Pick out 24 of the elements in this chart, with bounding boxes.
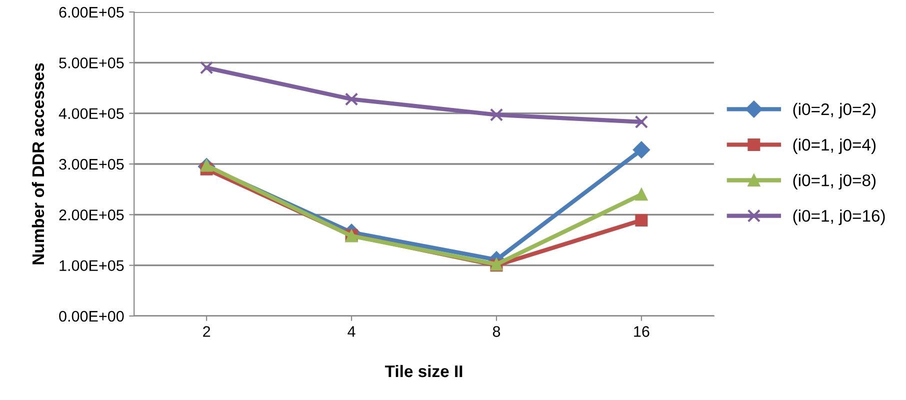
x-tick-label: 4: [348, 326, 356, 337]
point: [200, 61, 214, 74]
y-tick-label: 1.00E+05: [60, 260, 124, 272]
y-tick-label: 3.00E+05: [59, 158, 124, 170]
x-tick-label: 2: [203, 326, 210, 337]
y-tick-label: 2.00E+05: [59, 210, 124, 220]
y-tick-label: 5.00E+05: [59, 58, 124, 68]
x-axis-title: Tile size II: [384, 364, 462, 378]
legend-label: (i0=1, j0=8): [793, 174, 876, 190]
y-tick-label: 4.00E+05: [58, 108, 124, 120]
point: [634, 115, 648, 129]
y-axis-title: Number of DDR accesses: [32, 63, 44, 264]
legend-label: (i0=1, j0=4): [793, 138, 876, 154]
x-tick-label: 16: [634, 326, 650, 337]
x-tick-label: 8: [492, 326, 500, 337]
legend-label: (i0=2, j0=2): [793, 102, 876, 118]
point: [635, 214, 648, 226]
point: [344, 92, 358, 106]
y-tick-label: 0.00E+00: [59, 310, 124, 322]
point: [490, 108, 504, 122]
point: [632, 141, 650, 158]
point: [635, 188, 648, 201]
legend-label: (i0=1, j0=16): [793, 210, 885, 226]
y-tick-label: 6.00E+05: [59, 6, 124, 18]
